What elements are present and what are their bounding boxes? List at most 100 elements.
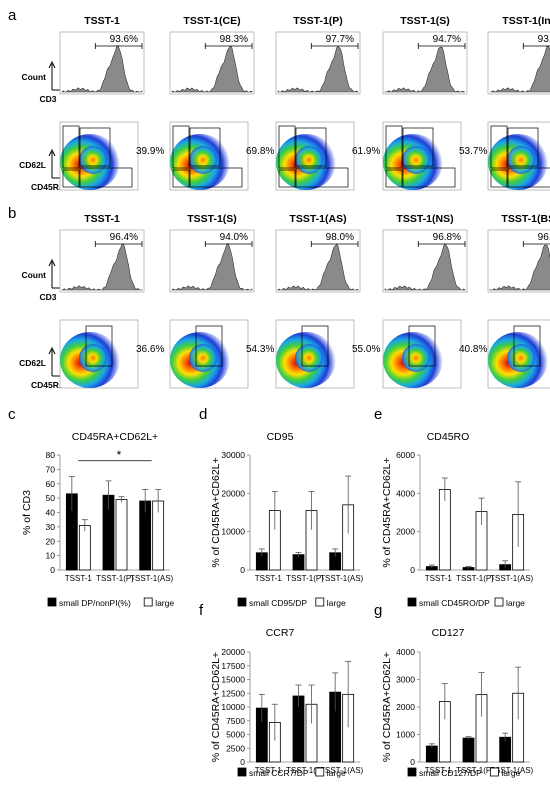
dotplot-gate bbox=[385, 169, 403, 188]
hist-axis-y-arrowhead bbox=[48, 258, 56, 267]
y-tick-label: 17500 bbox=[221, 661, 245, 671]
y-tick-label: 2000 bbox=[396, 702, 415, 712]
x-tick-label: TSST-1(AS) bbox=[320, 766, 363, 775]
dotplot-percent: 69.8% bbox=[246, 146, 274, 157]
panel-title: TSST-1(S) bbox=[187, 213, 237, 225]
dotplot-gate bbox=[402, 167, 456, 188]
y-tick-label: 12500 bbox=[221, 688, 245, 698]
dotplot-percent: 55.0% bbox=[352, 344, 380, 355]
y-axis-label: % of CD3 bbox=[21, 490, 33, 535]
panel-title: TSST-1 bbox=[84, 213, 120, 225]
histogram-percent: 93.9% bbox=[538, 34, 550, 45]
dotplot-gate bbox=[490, 169, 508, 188]
chart-title: CD45RO bbox=[427, 431, 470, 443]
histogram-frame bbox=[275, 229, 361, 293]
y-tick-label: 0 bbox=[240, 757, 245, 767]
y-tick-label: 10000 bbox=[221, 527, 245, 537]
histogram-curve bbox=[489, 244, 550, 291]
panel-letter-a: a bbox=[8, 7, 17, 24]
y-axis-label: % of CD45RA+CD62L+ bbox=[210, 457, 222, 567]
x-tick-label: TSST-1 bbox=[65, 574, 93, 583]
y-tick-label: 50 bbox=[46, 493, 56, 503]
histogram-frame bbox=[169, 31, 255, 95]
x-tick-label: TSST-1(P) bbox=[96, 574, 134, 583]
dotplot-density-core bbox=[507, 146, 535, 174]
panel-title: TSST-1(AS) bbox=[289, 213, 346, 225]
dotplot-gate bbox=[402, 127, 434, 167]
legend-swatch-large bbox=[315, 767, 325, 777]
dotplot-gate bbox=[189, 127, 221, 167]
histogram-percent: 96.4% bbox=[110, 232, 138, 243]
dotplot-percent: 53.7% bbox=[459, 146, 487, 157]
chart-title: CD45RA+CD62L+ bbox=[72, 431, 158, 443]
y-tick-label: 0 bbox=[410, 565, 415, 575]
chart-title: CD95 bbox=[267, 431, 294, 443]
chart-title: CD127 bbox=[432, 627, 465, 639]
panel-letter-c: c bbox=[8, 406, 16, 423]
histogram-curve bbox=[171, 242, 253, 291]
dotplot-density-core bbox=[507, 344, 535, 372]
panel-title: TSST-1(NS) bbox=[396, 213, 453, 225]
dotplot-gate bbox=[195, 325, 223, 367]
hist-axis-y-arrowhead bbox=[48, 60, 56, 69]
legend-label-large: large bbox=[506, 598, 525, 608]
panel-title: TSST-1(S) bbox=[400, 15, 450, 27]
legend-label-small: small DP/nonPI(%) bbox=[59, 598, 131, 608]
legend-swatch-large bbox=[494, 597, 504, 607]
x-tick-label: TSST-1(P) bbox=[456, 574, 494, 583]
dotplot-density-core bbox=[402, 146, 430, 174]
histogram-curve bbox=[61, 45, 143, 93]
histogram-curve bbox=[171, 45, 253, 93]
histogram-curve bbox=[384, 46, 466, 93]
dotplot-percent: 61.9% bbox=[352, 146, 380, 157]
y-tick-label: 7500 bbox=[226, 716, 245, 726]
y-tick-label: 20000 bbox=[221, 647, 245, 657]
legend-swatch-small bbox=[407, 767, 417, 777]
legend-label-large: large bbox=[155, 598, 174, 608]
histogram-frame bbox=[169, 229, 255, 293]
histogram-frame bbox=[382, 31, 468, 95]
histogram-frame bbox=[59, 31, 145, 95]
histogram-percent: 97.7% bbox=[326, 34, 354, 45]
x-tick-label: TSST-1(AS) bbox=[490, 574, 533, 583]
x-tick-label: TSST-1 bbox=[255, 766, 283, 775]
y-tick-label: 0 bbox=[410, 757, 415, 767]
x-tick-label: TSST-1 bbox=[255, 574, 283, 583]
hist-y-label: Count bbox=[21, 72, 46, 82]
x-tick-label: TSST-1(P) bbox=[456, 766, 494, 775]
dotplot-gate bbox=[79, 127, 111, 167]
dotplot-gate bbox=[85, 325, 113, 367]
dotplot-percent: 54.3% bbox=[246, 344, 274, 355]
x-tick-label: TSST-1 bbox=[425, 574, 453, 583]
histogram-percent: 96.6% bbox=[538, 232, 550, 243]
y-tick-label: 6000 bbox=[396, 450, 415, 460]
histogram-percent: 93.6% bbox=[110, 34, 138, 45]
dotplot-density-core bbox=[189, 344, 217, 372]
y-tick-label: 4000 bbox=[396, 647, 415, 657]
y-tick-label: 20 bbox=[46, 536, 56, 546]
y-tick-label: 60 bbox=[46, 479, 56, 489]
y-tick-label: 20000 bbox=[221, 488, 245, 498]
legend-swatch-large bbox=[489, 767, 499, 777]
bar-large bbox=[115, 499, 128, 571]
histogram-curve bbox=[61, 243, 143, 291]
y-axis-label: % of CD45RA+CD62L+ bbox=[381, 457, 393, 567]
y-tick-label: 1000 bbox=[396, 730, 415, 740]
histogram-curve bbox=[490, 45, 550, 93]
dotplot-gate bbox=[62, 169, 80, 188]
dotplot-gate bbox=[189, 167, 243, 188]
panel-title: TSST-1 bbox=[84, 15, 120, 27]
histogram-percent: 98.0% bbox=[326, 232, 354, 243]
y-tick-label: 2000 bbox=[396, 527, 415, 537]
histogram-percent: 94.7% bbox=[433, 34, 461, 45]
y-tick-label: 10 bbox=[46, 551, 56, 561]
y-tick-label: 5000 bbox=[226, 730, 245, 740]
y-tick-label: 2500 bbox=[226, 743, 245, 753]
dotplot-gate bbox=[408, 325, 436, 367]
panel-title: TSST-1(Int) bbox=[502, 15, 550, 27]
legend-label-large: large bbox=[501, 768, 520, 778]
bar-small bbox=[425, 745, 438, 763]
dotplot-gate bbox=[278, 125, 296, 169]
dotplot-percent: 39.9% bbox=[136, 146, 164, 157]
